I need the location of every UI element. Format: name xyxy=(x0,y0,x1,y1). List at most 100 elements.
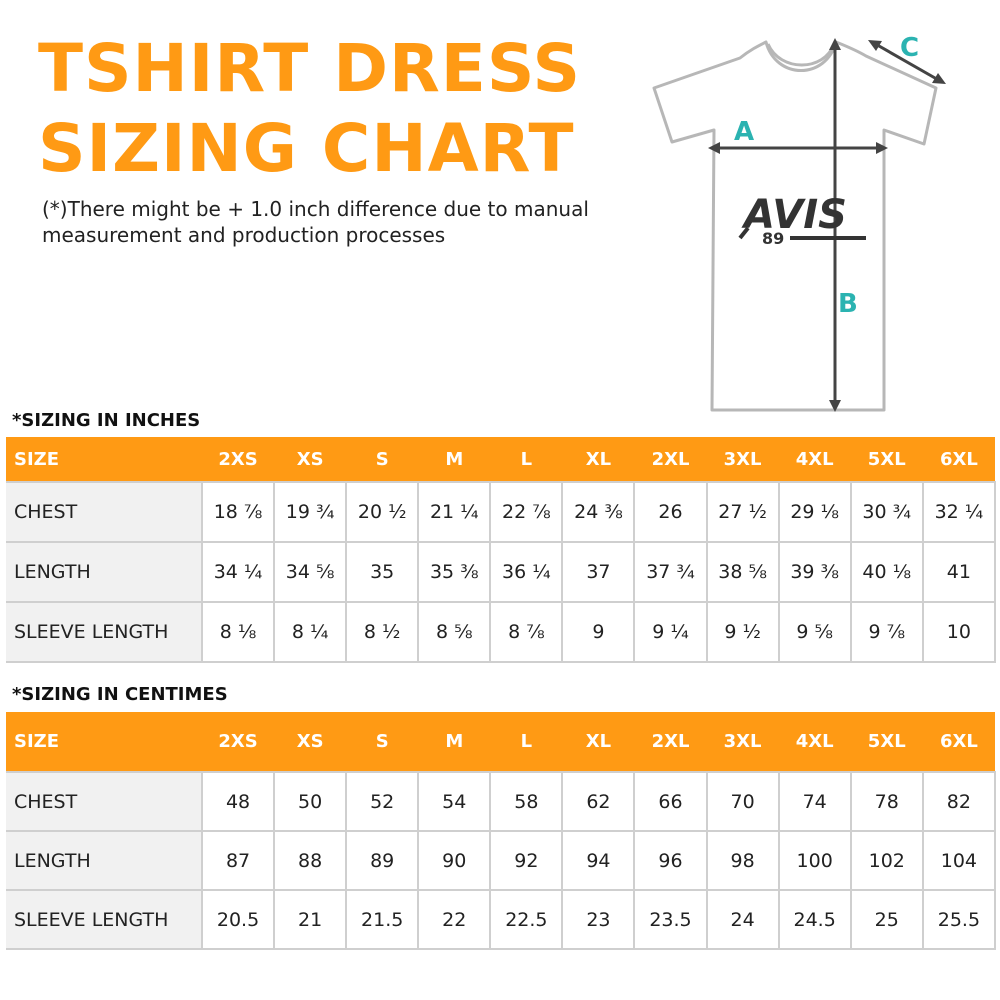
table-cell: 78 xyxy=(849,771,924,832)
measure-label-c: C xyxy=(900,33,919,63)
table-header-row: SIZE 2XS XS S M L XL 2XL 3XL 4XL 5XL 6XL xyxy=(6,712,995,772)
table-cell: 34 ⅝ xyxy=(273,541,348,603)
header-size-5xl: 5XL xyxy=(850,437,923,482)
header-size-2xs: 2XS xyxy=(202,437,275,482)
tshirt-dress-diagram: A B C AVIS 89 xyxy=(652,33,946,412)
table-cell: 19 ¾ xyxy=(273,481,348,543)
table-cell: 30 ¾ xyxy=(849,481,924,543)
header-size-6xl: 6XL xyxy=(922,712,995,772)
table-cell: 52 xyxy=(345,771,420,832)
table-cell: 8 ⅞ xyxy=(489,601,564,663)
header-size-label: SIZE xyxy=(6,712,202,772)
header-size-xl: XL xyxy=(562,712,635,772)
table-cell: 9 ⅞ xyxy=(849,601,924,663)
page-title-line1: TSHIRT DRESS xyxy=(38,30,581,107)
brand-logo: AVIS 89 xyxy=(738,192,866,248)
header-size-l: L xyxy=(490,437,563,482)
table-cell: 104 xyxy=(921,830,997,891)
table-cell: 70 xyxy=(705,771,780,832)
table-cell: 37 ¾ xyxy=(633,541,708,603)
row-label: CHEST xyxy=(6,481,203,543)
table-cell: 27 ½ xyxy=(705,481,780,543)
table-cell: 87 xyxy=(200,830,276,891)
cm-section-title: *SIZING IN CENTIMES xyxy=(12,684,228,705)
table-cell: 8 ⅝ xyxy=(417,601,492,663)
table-cell: 82 xyxy=(921,771,997,832)
table-cell: 66 xyxy=(633,771,708,832)
header-size-label: SIZE xyxy=(6,437,202,482)
table-cell: 20 ½ xyxy=(345,481,420,543)
cm-size-table: SIZE 2XS XS S M L XL 2XL 3XL 4XL 5XL 6XL CHEST 48 50 52… xyxy=(6,712,997,950)
table-cell: 23 xyxy=(561,889,636,950)
table-cell: 21.5 xyxy=(345,889,420,950)
table-cell: 92 xyxy=(489,830,564,891)
header-size-xs: XS xyxy=(274,437,347,482)
table-cell: 39 ⅜ xyxy=(777,541,852,603)
table-cell: 22 xyxy=(417,889,492,950)
table-cell: 8 ½ xyxy=(345,601,420,663)
table-cell: 9 ⅝ xyxy=(777,601,852,663)
table-cell: 102 xyxy=(849,830,924,891)
table-cell: 62 xyxy=(561,771,636,832)
table-cell: 48 xyxy=(200,771,276,832)
table-cell: 89 xyxy=(345,830,420,891)
table-cell: 90 xyxy=(417,830,492,891)
header-size-m: M xyxy=(418,437,491,482)
measure-label-b: B xyxy=(838,289,858,319)
header-size-6xl: 6XL xyxy=(922,437,995,482)
table-cell: 9 ¼ xyxy=(633,601,708,663)
header-size-3xl: 3XL xyxy=(706,712,779,772)
table-cell: 34 ¼ xyxy=(200,541,276,603)
table-cell: 96 xyxy=(633,830,708,891)
table-cell: 18 ⅞ xyxy=(200,481,276,543)
header-size-xl: XL xyxy=(562,437,635,482)
table-cell: 29 ⅛ xyxy=(777,481,852,543)
table-cell: 38 ⅝ xyxy=(705,541,780,603)
header-size-2xs: 2XS xyxy=(202,712,275,772)
table-row: LENGTH 34 ¼ 34 ⅝ 35 35 ⅜ 36 ¼ 37 37 ¾ 38 ⅝ 39 ⅜ 40… xyxy=(6,541,997,603)
table-cell: 58 xyxy=(489,771,564,832)
table-cell: 88 xyxy=(273,830,348,891)
row-label: LENGTH xyxy=(6,541,203,603)
table-cell: 25 xyxy=(849,889,924,950)
table-row: LENGTH 87 88 89 90 92 94 96 98 100 102 104 xyxy=(6,830,997,891)
table-row: SLEEVE LENGTH 20.5 21 21.5 22 22.5 23 23.5 24 24.… xyxy=(6,889,997,950)
table-cell: 22 ⅞ xyxy=(489,481,564,543)
table-cell: 23.5 xyxy=(633,889,708,950)
table-cell: 54 xyxy=(417,771,492,832)
table-cell: 25.5 xyxy=(921,889,997,950)
table-cell: 98 xyxy=(705,830,780,891)
inches-size-table: SIZE 2XS XS S M L XL 2XL 3XL 4XL 5XL 6XL CHEST 18 ⅞ 19… xyxy=(6,437,997,663)
row-label: CHEST xyxy=(6,771,203,832)
table-cell: 94 xyxy=(561,830,636,891)
table-cell: 24 ⅜ xyxy=(561,481,636,543)
measure-label-a: A xyxy=(734,117,754,147)
dress-neckline xyxy=(766,43,836,67)
page-title-line2: SIZING CHART xyxy=(38,110,575,187)
header-size-3xl: 3XL xyxy=(706,437,779,482)
table-cell: 21 xyxy=(273,889,348,950)
dress-outline xyxy=(652,40,938,412)
logo-number: 89 xyxy=(762,229,784,248)
header-size-4xl: 4XL xyxy=(778,437,851,482)
table-cell: 50 xyxy=(273,771,348,832)
header-size-2xl: 2XL xyxy=(634,712,707,772)
table-cell: 35 xyxy=(345,541,420,603)
row-label: LENGTH xyxy=(6,830,203,891)
table-cell: 10 xyxy=(921,601,997,663)
table-cell: 9 xyxy=(561,601,636,663)
table-cell: 100 xyxy=(777,830,852,891)
table-cell: 37 xyxy=(561,541,636,603)
table-cell: 35 ⅜ xyxy=(417,541,492,603)
header-size-m: M xyxy=(418,712,491,772)
header-size-2xl: 2XL xyxy=(634,437,707,482)
header-size-s: S xyxy=(346,712,419,772)
header-size-5xl: 5XL xyxy=(850,712,923,772)
table-header-row: SIZE 2XS XS S M L XL 2XL 3XL 4XL 5XL 6XL xyxy=(6,437,995,482)
table-cell: 24 xyxy=(705,889,780,950)
table-cell: 32 ¼ xyxy=(921,481,997,543)
table-cell: 9 ½ xyxy=(705,601,780,663)
inches-section-title: *SIZING IN INCHES xyxy=(12,410,201,431)
